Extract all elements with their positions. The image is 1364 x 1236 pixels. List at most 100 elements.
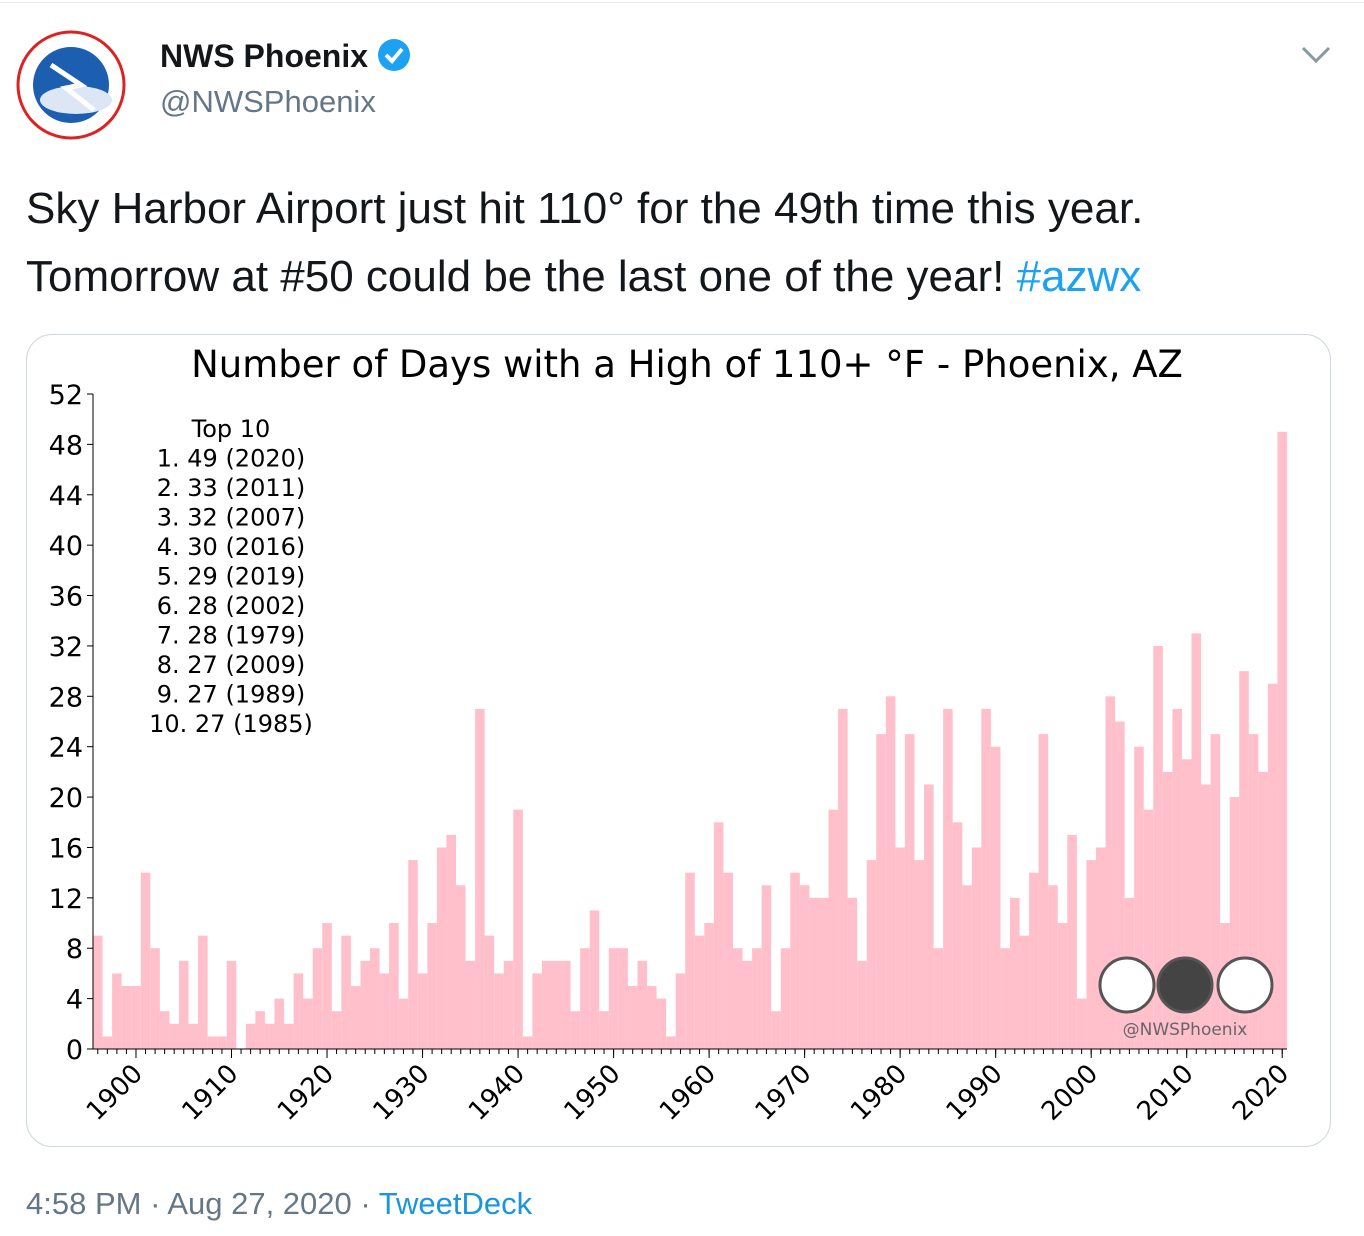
- bar: [140, 872, 151, 1049]
- bar: [962, 885, 972, 1049]
- bar: [1210, 734, 1221, 1049]
- bar: [675, 973, 686, 1049]
- bar: [169, 1023, 179, 1049]
- bar: [1162, 771, 1173, 1049]
- x-tick-label: 1960: [654, 1059, 722, 1127]
- x-tick-label: 2020: [1227, 1059, 1295, 1127]
- bar: [847, 897, 858, 1049]
- time[interactable]: 4:58 PM: [26, 1186, 142, 1221]
- bar: [102, 1036, 113, 1049]
- bar: [771, 1011, 781, 1049]
- y-tick-label: 28: [49, 682, 83, 713]
- bar: [857, 960, 867, 1049]
- top-border: [0, 2, 1364, 3]
- bar: [398, 998, 409, 1049]
- annotation: 10. 27 (1985): [149, 710, 313, 738]
- bar: [1019, 935, 1030, 1049]
- bar: [1057, 923, 1068, 1049]
- bar: [1229, 797, 1240, 1049]
- bar: [312, 948, 323, 1049]
- bar: [1277, 431, 1287, 1049]
- x-tick-label: 1930: [367, 1059, 435, 1127]
- tweet-footer: 4:58 PM · Aug 27, 2020 · TweetDeck: [26, 1186, 532, 1222]
- bar: [704, 923, 714, 1049]
- bar: [379, 973, 390, 1049]
- bar: [178, 960, 189, 1049]
- bar: [274, 998, 285, 1049]
- bar: [713, 822, 724, 1049]
- x-tick-label: 1990: [941, 1059, 1009, 1127]
- source[interactable]: TweetDeck: [378, 1186, 533, 1221]
- bar: [293, 973, 304, 1049]
- bar: [876, 734, 886, 1049]
- bar: [1191, 633, 1202, 1049]
- bar: [1248, 734, 1259, 1049]
- annotation: 1. 49 (2020): [157, 445, 306, 473]
- display-name[interactable]: NWS Phoenix: [160, 38, 411, 75]
- bar: [475, 708, 485, 1049]
- bar: [943, 708, 953, 1049]
- bar: [904, 734, 915, 1049]
- tweet-text: Tomorrow at #50 could be the last one of…: [26, 252, 1005, 301]
- bar: [1239, 671, 1249, 1049]
- bar: [121, 986, 132, 1049]
- annotation: 3. 32 (2007): [157, 504, 306, 532]
- bar: [465, 960, 476, 1049]
- hashtag[interactable]: #azwx: [1016, 252, 1142, 301]
- y-tick-label: 36: [49, 582, 83, 613]
- chart-title: Number of Days with a High of 110+ °F - …: [191, 343, 1183, 386]
- bar: [1134, 746, 1144, 1049]
- bar: [551, 960, 562, 1049]
- bar: [350, 986, 361, 1049]
- bar: [799, 885, 810, 1049]
- y-tick-label: 52: [49, 380, 83, 411]
- bar: [541, 960, 552, 1049]
- bar: [503, 960, 514, 1049]
- bar: [1115, 721, 1125, 1049]
- menu-chevron[interactable]: [1300, 44, 1332, 66]
- bar: [484, 935, 495, 1049]
- chart-card[interactable]: Number of Days with a High of 110+ °F - …: [26, 334, 1331, 1147]
- bar: [1000, 948, 1010, 1049]
- bar: [723, 872, 733, 1049]
- bar: [694, 935, 705, 1049]
- bar: [322, 923, 332, 1049]
- logo: [1156, 956, 1214, 1014]
- bar: [93, 935, 103, 1049]
- y-tick-label: 4: [66, 985, 83, 1016]
- bar: [818, 897, 829, 1049]
- bar: [198, 935, 208, 1049]
- x-tick-label: 1900: [81, 1059, 149, 1127]
- bar: [159, 1011, 170, 1049]
- logo: [1216, 956, 1274, 1014]
- bar: [1258, 771, 1268, 1049]
- bar: [666, 1036, 676, 1049]
- y-tick-label: 24: [49, 733, 83, 764]
- bar: [732, 948, 743, 1049]
- bar: [1048, 885, 1058, 1049]
- bar: [790, 872, 800, 1049]
- x-tick-label: 2000: [1036, 1059, 1104, 1127]
- bar: [303, 998, 313, 1049]
- watermark: @NWSPhoenix: [1123, 1020, 1248, 1040]
- bar: [436, 847, 447, 1049]
- x-tick-label: 1980: [845, 1059, 913, 1127]
- bar: [866, 860, 877, 1049]
- bar: [264, 1023, 275, 1049]
- separator: ·: [360, 1186, 371, 1221]
- bar: [752, 948, 762, 1049]
- y-tick-label: 0: [66, 1035, 83, 1066]
- bar: [1181, 759, 1192, 1049]
- handle[interactable]: @NWSPhoenix: [160, 84, 376, 119]
- bar: [780, 948, 791, 1049]
- x-tick-label: 1920: [272, 1059, 340, 1127]
- bar: [914, 860, 925, 1049]
- avatar[interactable]: [16, 30, 126, 140]
- bar: [408, 860, 418, 1049]
- date[interactable]: Aug 27, 2020: [167, 1186, 352, 1221]
- bar: [341, 935, 351, 1049]
- bar: [284, 1023, 294, 1049]
- bar: [990, 746, 1001, 1049]
- logo: [1098, 956, 1156, 1014]
- bar: [131, 986, 141, 1049]
